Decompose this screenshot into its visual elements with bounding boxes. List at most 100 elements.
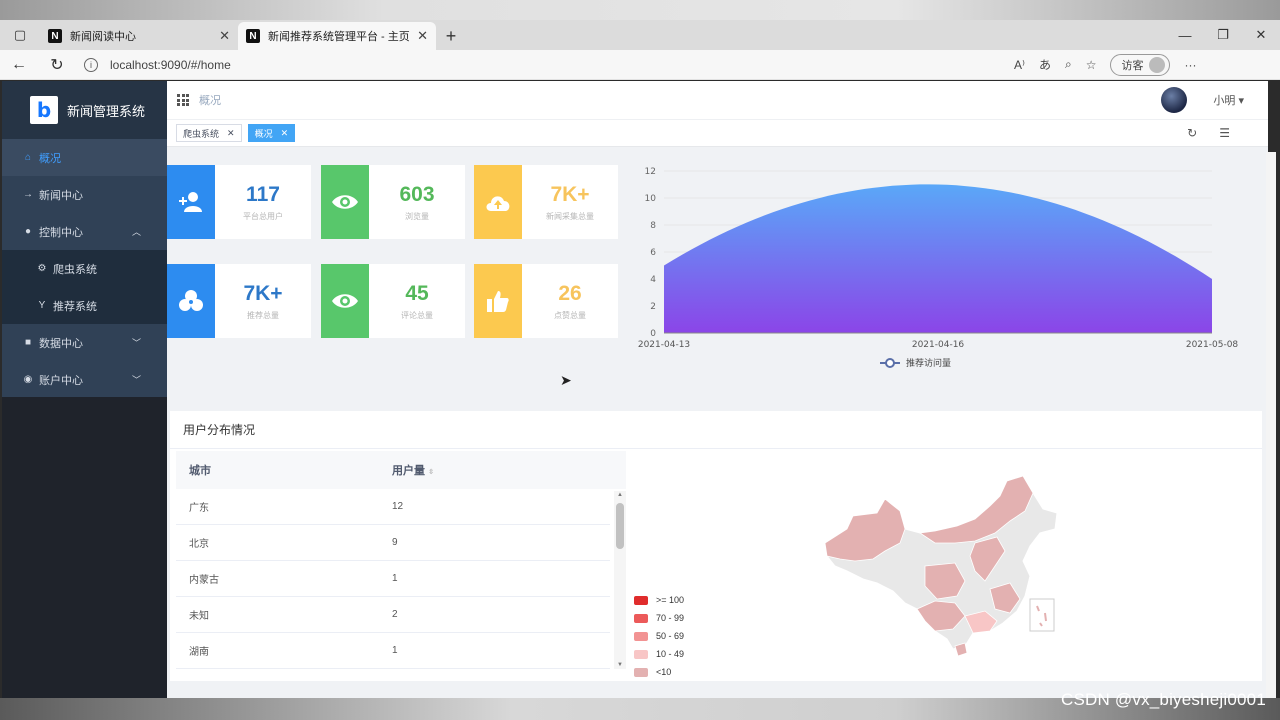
sidebar-item-recommend[interactable]: Y 推荐系统 <box>2 287 167 324</box>
sidebar-item-label: 概况 <box>39 152 61 165</box>
tag-overview[interactable]: 概况 ✕ <box>247 124 296 142</box>
user-icon: ◉ <box>23 374 33 385</box>
url-text: localhost:9090/#/home <box>110 57 231 72</box>
menu-grid-icon[interactable] <box>177 94 189 106</box>
sidebar-item-account-center[interactable]: ◉ 账户中心 ﹀ <box>2 361 167 398</box>
table-row[interactable]: 未知 2 <box>176 597 610 633</box>
username[interactable]: 小明 ▾ <box>1213 95 1244 107</box>
x-tick-label: 2021-04-13 <box>638 340 690 350</box>
stat-card-comments[interactable]: 45 评论总量 <box>321 264 465 338</box>
spider-icon: ⚙ <box>37 263 47 274</box>
sidebar-item-label: 控制中心 <box>39 226 83 239</box>
stat-card-collected[interactable]: 7K+ 新闻采集总量 <box>474 165 618 239</box>
stat-card-users[interactable]: 117 平台总用户 <box>167 165 311 239</box>
sidebar-item-overview[interactable]: ⌂ 概况 <box>2 139 167 176</box>
eye-icon <box>321 165 369 239</box>
profile-button[interactable]: 访客 <box>1110 53 1171 76</box>
refresh-icon[interactable]: ↻ <box>1187 126 1198 140</box>
tab-favicon: N <box>48 29 62 43</box>
cell-count: 1 <box>392 645 398 656</box>
legend-item[interactable]: <10 <box>634 663 684 681</box>
address-bar: ← ↻ i localhost:9090/#/home A⁾ あ ⌕ ☆ 访客 … <box>0 50 1280 80</box>
chevron-up-icon: ︿ <box>131 227 141 237</box>
legend-item[interactable]: >= 100 <box>634 591 684 609</box>
cluster-icon <box>167 264 215 338</box>
sidebar-item-label: 爬虫系统 <box>53 263 97 276</box>
sidebar-item-data-center[interactable]: ■ 数据中心 ﹀ <box>2 324 167 361</box>
section-gap <box>167 390 1268 410</box>
top-navbar: 概况 小明 ▾ <box>167 81 1268 119</box>
minimize-icon[interactable]: — <box>1178 27 1192 43</box>
stat-label: 浏览量 <box>405 211 429 221</box>
info-icon[interactable]: i <box>84 57 98 72</box>
close-icon[interactable]: ✕ <box>227 127 235 138</box>
table-row[interactable]: 内蒙古 1 <box>176 561 610 597</box>
y-tick-label: 2 <box>650 302 656 312</box>
close-tab-icon[interactable]: ✕ <box>417 28 428 43</box>
translate-icon[interactable]: あ <box>1038 58 1051 72</box>
profile-avatar <box>1149 56 1166 73</box>
y-tick-label: 6 <box>650 248 656 258</box>
legend-swatch <box>634 613 648 623</box>
legend-item[interactable]: 10 - 49 <box>634 645 684 663</box>
sidebar-logo[interactable]: b 新闻管理系统 <box>2 81 167 139</box>
page-scrollbar[interactable] <box>1266 152 1276 698</box>
more-icon[interactable]: ··· <box>1184 57 1197 72</box>
legend-item[interactable]: 70 - 99 <box>634 609 684 627</box>
profile-label: 访客 <box>1121 59 1144 72</box>
stat-card-likes[interactable]: 26 点赞总量 <box>474 264 618 338</box>
chevron-down-icon: ﹀ <box>131 338 141 348</box>
back-icon[interactable]: ← <box>11 55 27 73</box>
china-map[interactable] <box>630 451 1258 681</box>
tab-actions-icon[interactable]: ▢ <box>13 27 27 42</box>
stat-value: 7K+ <box>550 182 590 206</box>
favorites-icon[interactable]: ☆ <box>1085 57 1097 72</box>
sidebar: b 新闻管理系统 ⌂ 概况 → 新闻中心 ● 控制中心 ︿ ⚙ 爬虫系统 Y 推… <box>2 81 167 700</box>
user-menu[interactable]: 小明 ▾ <box>1161 87 1244 113</box>
sidebar-item-control-center[interactable]: ● 控制中心 ︿ <box>2 213 167 250</box>
column-count[interactable]: 用户量 ⇳ <box>392 465 434 477</box>
legend-item[interactable]: 50 - 69 <box>634 627 684 645</box>
city-table: 城市 用户量 ⇳ 广东 12 北京 9 内蒙古 1 未知 2 湖南 1 ▲ ▼ <box>176 451 626 671</box>
tag-spider[interactable]: 爬虫系统 ✕ <box>176 124 242 142</box>
address-bar-tools: A⁾ あ ⌕ ☆ 访客 ··· <box>1014 53 1197 76</box>
table-body: 广东 12 北京 9 内蒙古 1 未知 2 湖南 1 <box>176 489 626 669</box>
table-scrollbar[interactable]: ▲ ▼ <box>614 491 626 669</box>
zoom-icon[interactable]: ⌕ <box>1064 57 1072 71</box>
sidebar-item-spider[interactable]: ⚙ 爬虫系统 <box>2 250 167 287</box>
settings-sliders-icon[interactable]: ☰ <box>1219 126 1230 140</box>
legend-swatch <box>634 649 648 659</box>
breadcrumb[interactable]: 概况 <box>199 95 221 107</box>
table-row[interactable]: 湖南 1 <box>176 633 610 669</box>
table-row[interactable]: 北京 9 <box>176 525 610 561</box>
close-window-icon[interactable]: ✕ <box>1255 27 1267 42</box>
avatar[interactable] <box>1161 87 1188 113</box>
scrollbar-thumb[interactable] <box>616 503 624 549</box>
close-icon[interactable]: ✕ <box>280 127 289 138</box>
close-tab-icon[interactable]: ✕ <box>219 28 230 43</box>
stat-value: 603 <box>399 182 435 206</box>
cell-count: 9 <box>392 537 398 548</box>
y-tick-label: 0 <box>650 329 656 339</box>
restore-icon[interactable]: ❐ <box>1217 27 1229 42</box>
cell-city: 广东 <box>189 503 209 514</box>
chevron-down-icon: ﹀ <box>131 375 141 385</box>
new-tab-icon[interactable]: + <box>445 25 457 46</box>
refresh-icon[interactable]: ↻ <box>50 56 64 74</box>
sidebar-item-label: 推荐系统 <box>53 300 97 313</box>
cell-count: 2 <box>392 609 398 620</box>
read-aloud-icon[interactable]: A⁾ <box>1014 57 1025 72</box>
stat-value: 7K+ <box>243 281 283 305</box>
stat-card-views[interactable]: 603 浏览量 <box>321 165 465 239</box>
table-row[interactable]: 广东 12 <box>176 489 610 525</box>
sidebar-item-news-center[interactable]: → 新闻中心 <box>2 176 167 213</box>
url-field[interactable]: i localhost:9090/#/home <box>84 57 1004 72</box>
browser-tab-1[interactable]: N 新闻阅读中心 ✕ <box>40 22 238 50</box>
stat-card-recommend[interactable]: 7K+ 推荐总量 <box>167 264 311 338</box>
eye-icon <box>321 264 369 338</box>
cell-count: 1 <box>392 573 398 584</box>
scroll-up-icon[interactable]: ▲ <box>617 492 623 498</box>
browser-tab-2[interactable]: N 新闻推荐系统管理平台 - 主页 ✕ <box>238 22 436 50</box>
scroll-down-icon[interactable]: ▼ <box>617 662 623 668</box>
legend-marker <box>885 358 895 368</box>
